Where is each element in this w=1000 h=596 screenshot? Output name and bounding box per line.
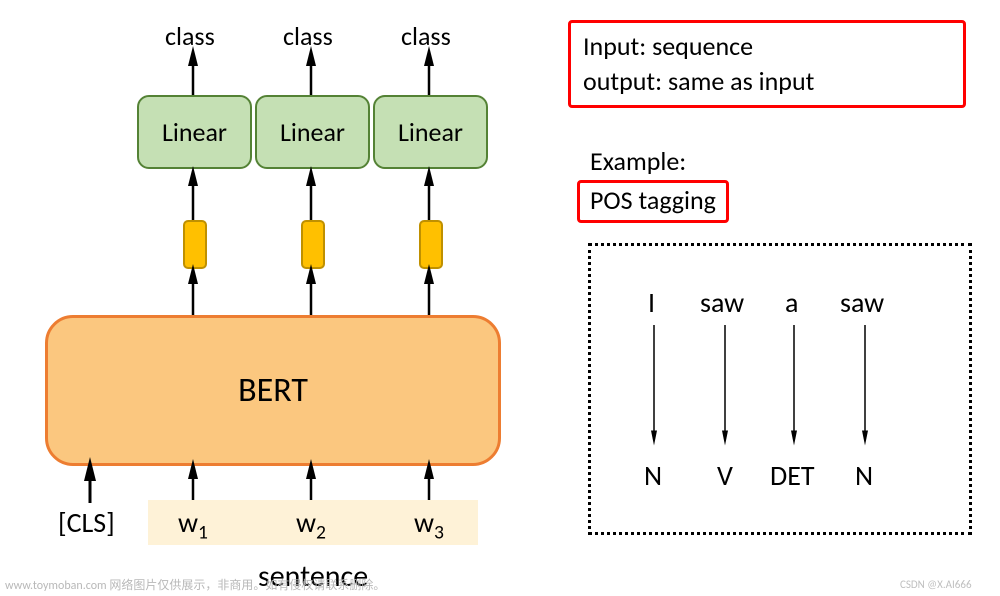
pos-word-3: a bbox=[785, 285, 798, 320]
token-box-2 bbox=[301, 220, 325, 269]
w2-base: w bbox=[296, 505, 316, 540]
linear-label-1: Linear bbox=[162, 116, 227, 148]
linear-box-3: Linear bbox=[373, 95, 488, 169]
pos-arrow-2 bbox=[720, 325, 730, 445]
pos-tag-2: V bbox=[717, 458, 733, 493]
linear-box-2: Linear bbox=[255, 95, 370, 169]
input-w2: w2 bbox=[296, 505, 326, 545]
arrow-cls-bert bbox=[84, 463, 96, 503]
pos-tagging-box: POS tagging bbox=[577, 180, 729, 223]
pos-arrow-4 bbox=[860, 325, 870, 445]
pos-word-1: I bbox=[648, 285, 655, 320]
bert-label: BERT bbox=[238, 370, 308, 411]
pos-tag-4: N bbox=[855, 458, 873, 493]
arrow-bert-token-3 bbox=[424, 268, 434, 315]
arrow-linear-class-1 bbox=[188, 50, 198, 95]
io-line1: Input: sequence bbox=[583, 29, 951, 64]
input-w1: w1 bbox=[178, 505, 208, 545]
arrow-token-linear-2 bbox=[306, 170, 316, 220]
io-line2: output: same as input bbox=[583, 64, 951, 99]
pos-word-4: saw bbox=[840, 285, 884, 320]
arrow-bert-token-1 bbox=[188, 268, 198, 315]
arrow-token-linear-1 bbox=[188, 170, 198, 220]
bert-box: BERT bbox=[45, 315, 501, 466]
arrow-linear-class-2 bbox=[306, 50, 316, 95]
token-box-3 bbox=[419, 220, 443, 269]
class-label-2: class bbox=[283, 20, 333, 52]
class-label-3: class bbox=[401, 20, 451, 52]
io-description-box: Input: sequence output: same as input bbox=[568, 20, 966, 108]
linear-label-2: Linear bbox=[280, 116, 345, 148]
watermark-left: www.toymoban.com 网络图片仅供展示，非商用。如有侵权请联系删除。 bbox=[5, 576, 385, 593]
input-cls: [CLS] bbox=[58, 505, 115, 540]
pos-tag-3: DET bbox=[770, 458, 815, 493]
token-box-1 bbox=[183, 220, 207, 269]
w3-sub: 3 bbox=[434, 521, 444, 545]
arrow-w1-bert bbox=[188, 463, 198, 503]
arrow-bert-token-2 bbox=[306, 268, 316, 315]
linear-box-1: Linear bbox=[137, 95, 252, 169]
watermark-right: CSDN @X.AI666 bbox=[900, 578, 972, 591]
pos-arrow-1 bbox=[649, 325, 659, 445]
w2-sub: 2 bbox=[316, 521, 326, 545]
arrow-linear-class-3 bbox=[424, 50, 434, 95]
w3-base: w bbox=[414, 505, 434, 540]
arrow-w2-bert bbox=[306, 463, 316, 503]
pos-arrow-3 bbox=[789, 325, 799, 445]
pos-word-2: saw bbox=[700, 285, 744, 320]
pos-tagging-label: POS tagging bbox=[590, 184, 716, 216]
example-label: Example: bbox=[590, 145, 686, 177]
arrow-w3-bert bbox=[424, 463, 434, 503]
linear-label-3: Linear bbox=[398, 116, 463, 148]
arrow-token-linear-3 bbox=[424, 170, 434, 220]
pos-tag-1: N bbox=[644, 458, 662, 493]
class-label-1: class bbox=[165, 20, 215, 52]
w1-sub: 1 bbox=[198, 521, 208, 545]
input-w3: w3 bbox=[414, 505, 444, 545]
w1-base: w bbox=[178, 505, 198, 540]
